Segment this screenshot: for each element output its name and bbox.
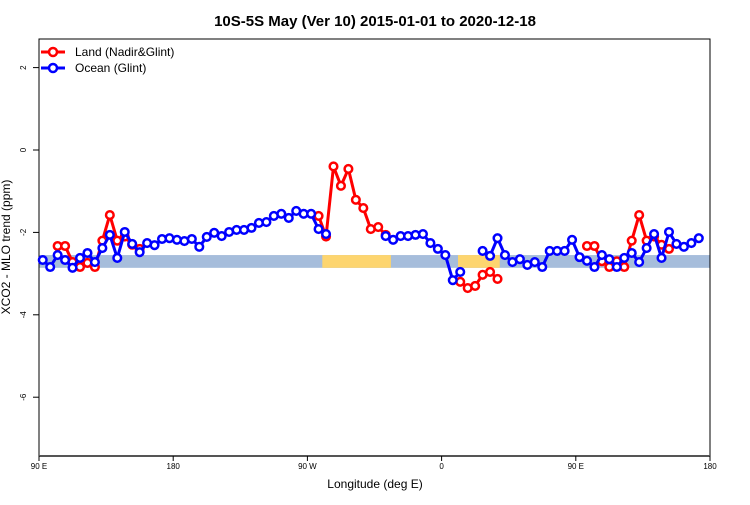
data-point	[112, 252, 123, 263]
data-point	[82, 247, 93, 259]
x-axis-label: Longitude (deg E)	[327, 477, 422, 491]
data-point	[97, 243, 108, 254]
data-point	[678, 241, 689, 252]
data-point	[470, 280, 481, 292]
data-point	[477, 245, 488, 256]
data-point	[104, 210, 115, 221]
data-point	[485, 250, 496, 261]
data-point	[663, 226, 675, 238]
data-point	[37, 254, 48, 266]
data-point	[104, 229, 115, 240]
data-point	[45, 261, 56, 273]
data-point	[328, 161, 339, 172]
series-ocean	[37, 205, 704, 286]
data-point	[425, 238, 436, 249]
series-layer	[37, 161, 704, 294]
data-point	[60, 254, 71, 266]
x-tick-label: 180	[167, 462, 181, 471]
x-tick-label: 90 E	[568, 462, 584, 471]
data-point	[67, 262, 78, 273]
data-point	[492, 233, 503, 244]
data-point	[216, 231, 227, 242]
data-point	[492, 273, 503, 285]
y-axis-ticks: 2 0 -2 -4 -6	[19, 65, 39, 401]
data-point	[567, 234, 578, 245]
legend-label-land: Land (Nadir&Glint)	[75, 45, 174, 59]
legend-item-ocean: Ocean (Glint)	[41, 61, 146, 75]
x-axis-ticks: 90 E 180 90 W 0 90 E 180	[31, 456, 717, 471]
data-point	[514, 254, 525, 265]
data-point	[343, 163, 354, 175]
x-tick-label: 90 W	[298, 462, 317, 471]
data-point	[574, 252, 585, 263]
legend-item-land: Land (Nadir&Glint)	[41, 45, 174, 59]
data-point	[604, 254, 615, 265]
data-point	[89, 257, 100, 268]
chart-title: 10S-5S May (Ver 10) 2015-01-01 to 2020-1…	[214, 13, 536, 30]
data-point	[313, 224, 324, 235]
data-point	[626, 235, 637, 246]
data-point	[350, 194, 361, 205]
data-point	[149, 240, 160, 251]
legend: Land (Nadir&Glint) Ocean (Glint)	[41, 45, 174, 75]
data-point	[529, 257, 540, 268]
data-point	[686, 238, 697, 249]
data-point	[619, 252, 630, 263]
data-point	[186, 233, 197, 245]
y-axis-label: XCO2 - MLO trend (ppm)	[0, 180, 13, 315]
data-point	[581, 255, 593, 266]
data-point	[499, 250, 511, 261]
data-point	[417, 228, 429, 240]
data-point	[246, 222, 257, 233]
data-point	[306, 208, 317, 219]
data-point	[440, 250, 451, 261]
data-point	[641, 243, 652, 254]
data-point	[611, 261, 622, 273]
x-tick-label: 180	[703, 462, 717, 471]
land-band-segment	[322, 255, 391, 268]
data-point	[447, 275, 458, 286]
data-point	[52, 250, 63, 261]
y-tick-label: 2	[19, 65, 28, 70]
data-point	[358, 203, 369, 214]
y-tick-label: -6	[19, 393, 28, 401]
data-point	[320, 228, 332, 240]
series-land	[52, 161, 675, 294]
data-point	[119, 226, 130, 238]
data-point	[455, 266, 466, 278]
x-tick-label: 0	[439, 462, 444, 471]
x-tick-label: 90 E	[31, 462, 47, 471]
data-point	[74, 252, 86, 263]
data-point	[656, 252, 667, 263]
legend-label-ocean: Ocean (Glint)	[75, 61, 146, 75]
data-point	[276, 208, 287, 219]
data-point	[589, 261, 600, 273]
data-point	[127, 238, 138, 249]
data-point	[134, 247, 145, 258]
data-point	[626, 247, 637, 259]
data-point	[335, 180, 347, 191]
data-point	[373, 221, 384, 233]
data-point	[261, 217, 272, 228]
data-point	[649, 228, 660, 240]
data-point	[559, 245, 570, 256]
data-point	[380, 231, 391, 242]
data-point	[60, 240, 71, 252]
y-tick-label: -2	[19, 228, 28, 236]
data-point	[589, 240, 600, 252]
data-point	[388, 234, 399, 245]
data-point	[432, 243, 443, 254]
data-point	[537, 261, 548, 273]
y-tick-label: 0	[19, 147, 28, 152]
data-point	[283, 212, 294, 224]
data-point	[596, 250, 607, 261]
y-tick-label: -4	[19, 311, 28, 319]
data-point	[201, 231, 212, 242]
data-point	[634, 210, 645, 221]
data-point	[693, 233, 704, 244]
data-point	[485, 266, 496, 278]
data-point	[194, 241, 205, 252]
data-point	[634, 257, 645, 268]
